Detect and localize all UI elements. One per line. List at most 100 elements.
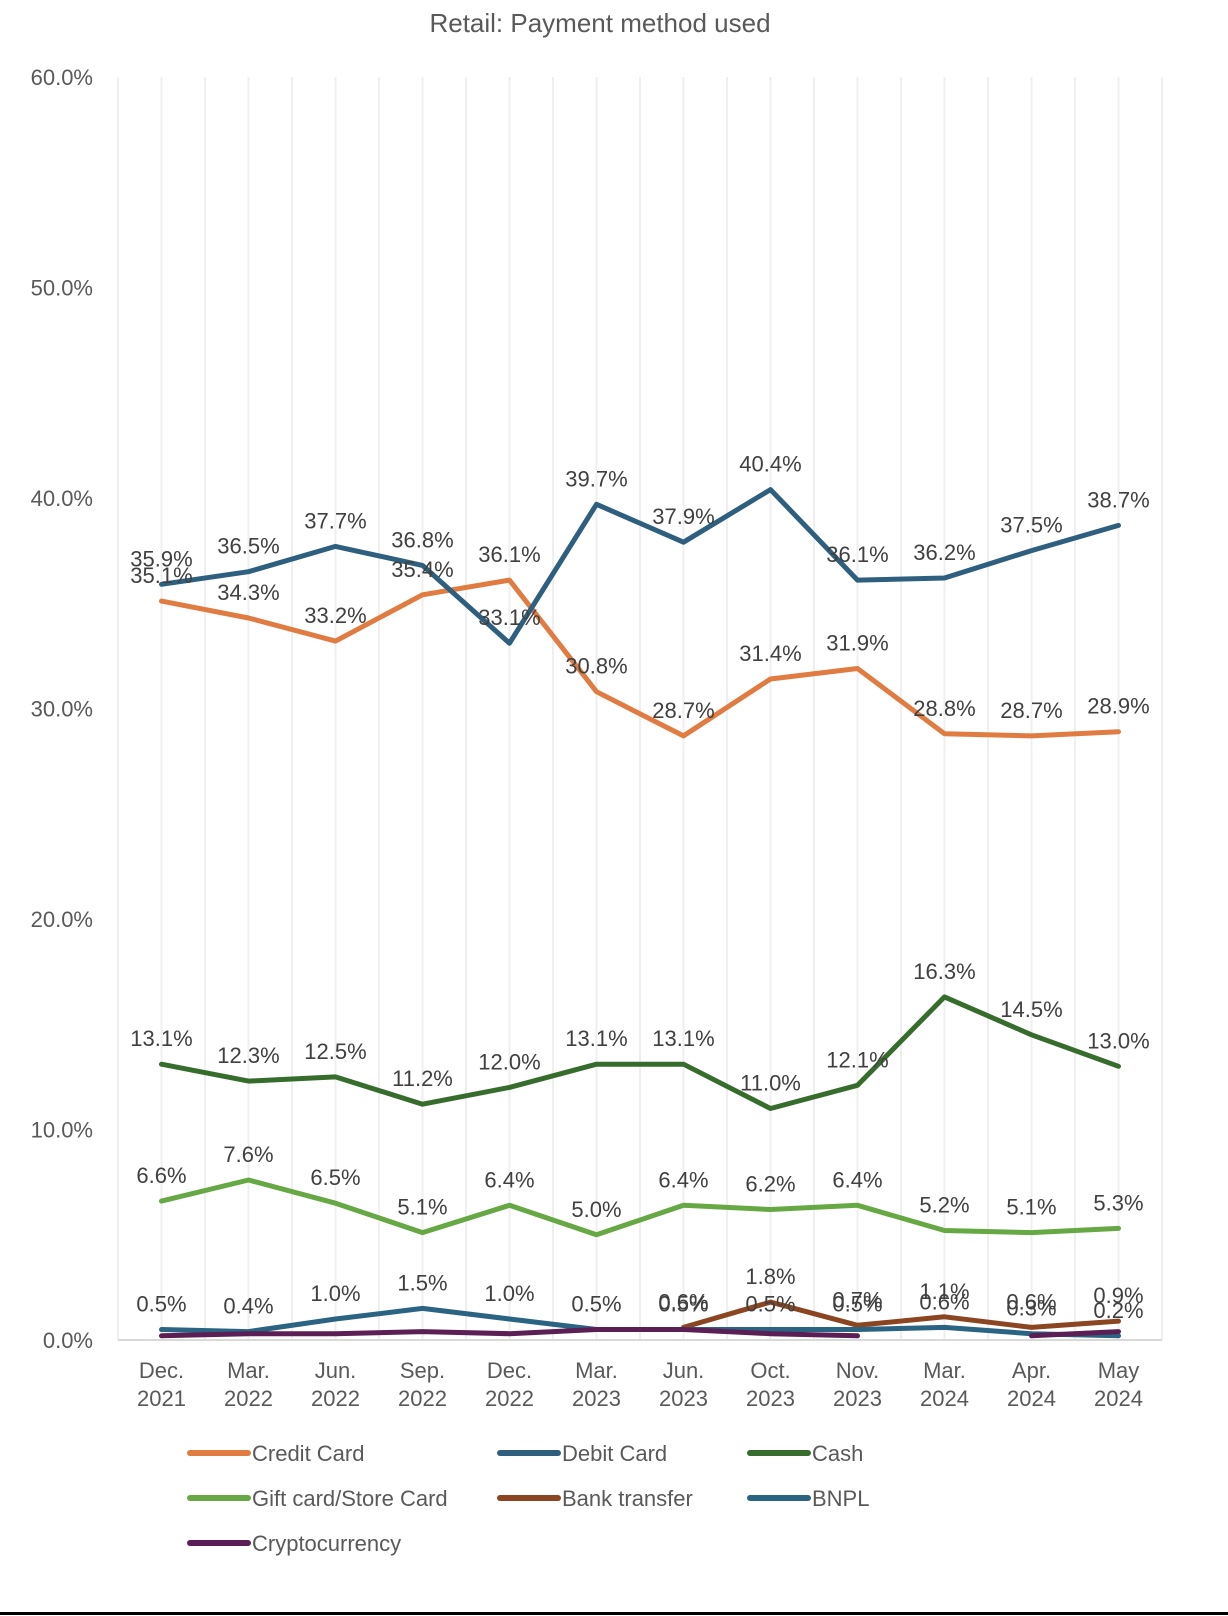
legend-label: Bank transfer <box>562 1486 693 1511</box>
legend-item-cryptocurrency: Cryptocurrency <box>187 1531 401 1556</box>
data-label-bnpl: 0.5% <box>658 1291 708 1316</box>
data-label-bnpl: 0.2% <box>1093 1298 1143 1323</box>
x-tick-label: Dec. 2022 <box>485 1358 534 1411</box>
series-line-debit-card <box>159 487 1121 646</box>
data-label-gift-card-store-card: 6.6% <box>136 1163 186 1188</box>
data-label-bank-transfer: 1.8% <box>745 1264 795 1289</box>
chart-title: Retail: Payment method used <box>429 8 770 38</box>
data-label-credit-card: 36.1% <box>478 542 540 567</box>
x-tick-month: Mar. <box>923 1358 966 1383</box>
x-tick-year: 2024 <box>1007 1386 1056 1411</box>
data-label-bnpl: 1.5% <box>397 1270 447 1295</box>
data-label-bnpl: 0.3% <box>1006 1296 1056 1321</box>
x-tick-month: May <box>1098 1358 1140 1383</box>
series-line-credit-card <box>159 577 1121 739</box>
data-label-bnpl: 0.5% <box>832 1291 882 1316</box>
x-tick-year: 2023 <box>659 1386 708 1411</box>
data-label-debit-card: 37.9% <box>652 504 714 529</box>
bottom-border <box>0 1612 1228 1615</box>
legend-item-credit-card: Credit Card <box>187 1441 364 1466</box>
legend-label: Credit Card <box>252 1441 364 1466</box>
x-tick-month: Jun. <box>315 1358 357 1383</box>
data-label-debit-card: 37.5% <box>1000 513 1062 538</box>
x-axis: Dec. 2021 Mar. 2022 Jun. 2022 Sep. 2022 Dec. 2022… <box>137 1358 1143 1411</box>
legend-item-cash: Cash <box>747 1441 863 1466</box>
data-label-bnpl: 0.5% <box>571 1291 621 1316</box>
legend-label: Cryptocurrency <box>252 1531 401 1556</box>
data-label-cash: 11.2% <box>392 1066 453 1091</box>
data-label-debit-card: 36.8% <box>391 527 453 552</box>
x-tick-label: Mar. 2023 <box>572 1358 621 1411</box>
data-label-bnpl: 1.0% <box>310 1281 360 1306</box>
legend-label: Cash <box>812 1441 863 1466</box>
data-label-gift-card-store-card: 6.4% <box>484 1167 534 1192</box>
series-line-gift-card-store-card <box>159 1177 1121 1238</box>
series-line-cryptocurrency <box>159 1327 860 1339</box>
legend-label: Debit Card <box>562 1441 667 1466</box>
data-label-gift-card-store-card: 6.5% <box>310 1165 360 1190</box>
data-label-cash: 13.0% <box>1087 1028 1149 1053</box>
y-tick-label: 10.0% <box>31 1118 93 1143</box>
y-tick-label: 20.0% <box>31 907 93 932</box>
data-label-cash: 13.1% <box>652 1026 714 1051</box>
y-tick-label: 30.0% <box>31 697 93 722</box>
data-label-debit-card: 38.7% <box>1087 487 1149 512</box>
x-tick-label: Oct. 2023 <box>746 1358 795 1411</box>
x-tick-label: Nov. 2023 <box>833 1358 882 1411</box>
data-label-credit-card: 33.2% <box>304 603 366 628</box>
x-tick-month: Jun. <box>663 1358 705 1383</box>
x-tick-year: 2024 <box>920 1386 969 1411</box>
data-label-bank-transfer: 0.9% <box>1093 1283 1143 1308</box>
data-label-cash: 14.5% <box>1000 997 1062 1022</box>
data-label-credit-card: 28.7% <box>652 698 714 723</box>
x-tick-year: 2022 <box>485 1386 534 1411</box>
series-lines <box>159 487 1121 1339</box>
data-label-credit-card: 35.1% <box>130 563 192 588</box>
data-label-debit-card: 39.7% <box>565 466 627 491</box>
y-tick-label: 40.0% <box>31 486 93 511</box>
data-label-credit-card: 35.4% <box>391 557 453 582</box>
data-label-gift-card-store-card: 5.1% <box>1006 1195 1056 1220</box>
data-label-debit-card: 35.9% <box>130 546 192 571</box>
data-label-bnpl: 0.6% <box>919 1289 969 1314</box>
y-axis: 0.0% 10.0% 20.0% 30.0% 40.0% 50.0% 60.0% <box>31 65 93 1353</box>
data-label-gift-card-store-card: 7.6% <box>223 1142 273 1167</box>
data-label-bank-transfer: 0.6% <box>1006 1289 1056 1314</box>
data-label-debit-card: 33.1% <box>478 605 540 630</box>
data-label-cash: 13.1% <box>130 1026 192 1051</box>
x-tick-label: Jun. 2022 <box>311 1358 360 1411</box>
data-label-bnpl: 0.5% <box>136 1291 186 1316</box>
x-tick-year: 2022 <box>398 1386 447 1411</box>
data-label-bank-transfer: 0.6% <box>658 1289 708 1314</box>
series-line-bank-transfer <box>681 1299 1121 1330</box>
x-tick-year: 2023 <box>572 1386 621 1411</box>
x-tick-label: May 2024 <box>1094 1358 1143 1411</box>
data-label-bank-transfer: 1.1% <box>919 1279 969 1304</box>
data-label-gift-card-store-card: 6.4% <box>658 1167 708 1192</box>
x-tick-year: 2022 <box>224 1386 273 1411</box>
data-label-credit-card: 28.8% <box>913 696 975 721</box>
y-tick-label: 0.0% <box>43 1328 93 1353</box>
data-label-bnpl: 0.5% <box>745 1291 795 1316</box>
legend-item-bank-transfer: Bank transfer <box>497 1486 693 1511</box>
data-label-credit-card: 34.3% <box>217 580 279 605</box>
data-label-gift-card-store-card: 5.2% <box>919 1193 969 1218</box>
x-tick-label: Mar. 2022 <box>224 1358 273 1411</box>
x-tick-month: Apr. <box>1012 1358 1051 1383</box>
data-label-cash: 13.1% <box>565 1026 627 1051</box>
data-label-cash: 12.3% <box>217 1043 279 1068</box>
data-label-credit-card: 31.4% <box>739 641 801 666</box>
data-label-cash: 11.0% <box>740 1070 801 1095</box>
legend-label: BNPL <box>812 1486 869 1511</box>
x-tick-label: Apr. 2024 <box>1007 1358 1056 1411</box>
legend-item-gift-card-store-card: Gift card/Store Card <box>187 1486 448 1511</box>
data-label-debit-card: 37.7% <box>304 508 366 533</box>
data-label-bnpl: 0.4% <box>223 1294 273 1319</box>
x-tick-month: Dec. <box>487 1358 532 1383</box>
data-label-gift-card-store-card: 6.2% <box>745 1171 795 1196</box>
x-tick-year: 2023 <box>746 1386 795 1411</box>
data-label-debit-card: 40.4% <box>739 452 801 477</box>
x-tick-year: 2022 <box>311 1386 360 1411</box>
legend-item-bnpl: BNPL <box>747 1486 869 1511</box>
